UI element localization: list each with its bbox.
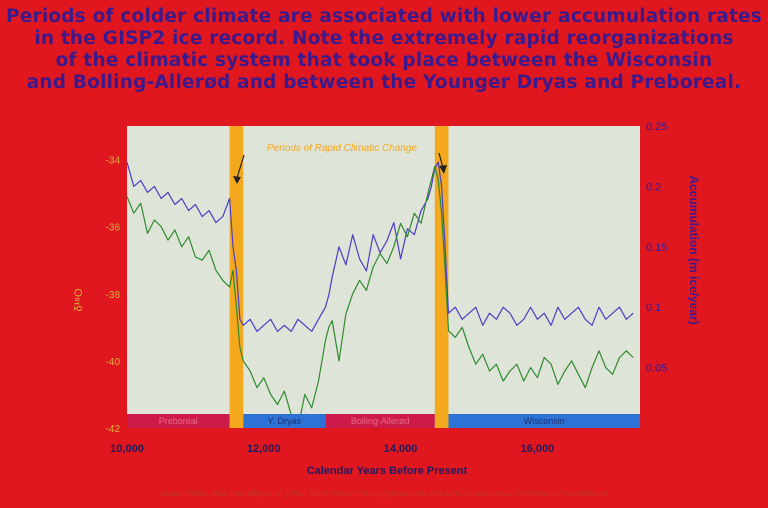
x-tick-label-2: 12,000 [247, 443, 281, 455]
y-tick-label-3: -38 [106, 290, 121, 301]
x-tick-label-3: 14,000 [384, 443, 418, 455]
x-axis-label: Calendar Years Before Present [307, 465, 468, 477]
y2-tick-label-3: 0.15 [646, 242, 667, 254]
title-line-3: of the climatic system that took place b… [55, 50, 713, 71]
y2-tick-label-4: 0.2 [646, 181, 661, 193]
x-tick-label-1: 10,000 [110, 443, 144, 455]
period-bar-3 [325, 414, 435, 428]
accumulation-line [126, 161, 634, 332]
y-tick-label-5: -42 [106, 424, 121, 435]
annotation-arrow-left [236, 154, 245, 179]
plot-area [127, 126, 640, 428]
y2-tick-label-5: 0.25 [646, 121, 667, 133]
title-line-1: Periods of colder climate are associated… [6, 6, 762, 27]
y2-axis-label: Accumulation (m ice/year) [687, 175, 701, 324]
period-label-4: Wisconsin [524, 416, 565, 426]
y-axis-label: δ¹⁸O [73, 288, 85, 311]
x-tick-label-4: 16,000 [521, 443, 555, 455]
period-bar-2 [243, 414, 326, 428]
data-credit: Accumulation data from Alley et al. (Pen… [160, 489, 608, 498]
annotation-arrow-right [438, 152, 444, 169]
period-label-3: Bolling-Allerød [351, 416, 410, 426]
period-label-1: Preboreal [159, 416, 198, 426]
isotope-line [126, 165, 634, 429]
y-tick-label-4: -40 [106, 357, 121, 368]
period-bar-4 [448, 414, 640, 428]
rapid-change-band-2 [434, 126, 449, 428]
annotation-label: Periods of Rapid Climatic Change [267, 143, 418, 154]
annotation-arrowhead-right [439, 165, 447, 174]
period-label-2: Y. Dryas [268, 416, 302, 426]
y2-tick-label-2: 0.1 [646, 302, 661, 314]
title-line-2: in the GISP2 ice record. Note the extrem… [34, 28, 734, 49]
chart-title: Periods of colder climate are associated… [0, 6, 768, 94]
title-line-4: and Bolling-Allerød and between the Youn… [26, 72, 742, 93]
y2-tick-label-1: 0.05 [646, 363, 667, 375]
annotation-arrowhead-left [233, 176, 241, 184]
y-tick-label-1: -34 [106, 156, 121, 167]
period-bar-1 [127, 414, 230, 428]
y-tick-label-2: -36 [106, 223, 121, 234]
